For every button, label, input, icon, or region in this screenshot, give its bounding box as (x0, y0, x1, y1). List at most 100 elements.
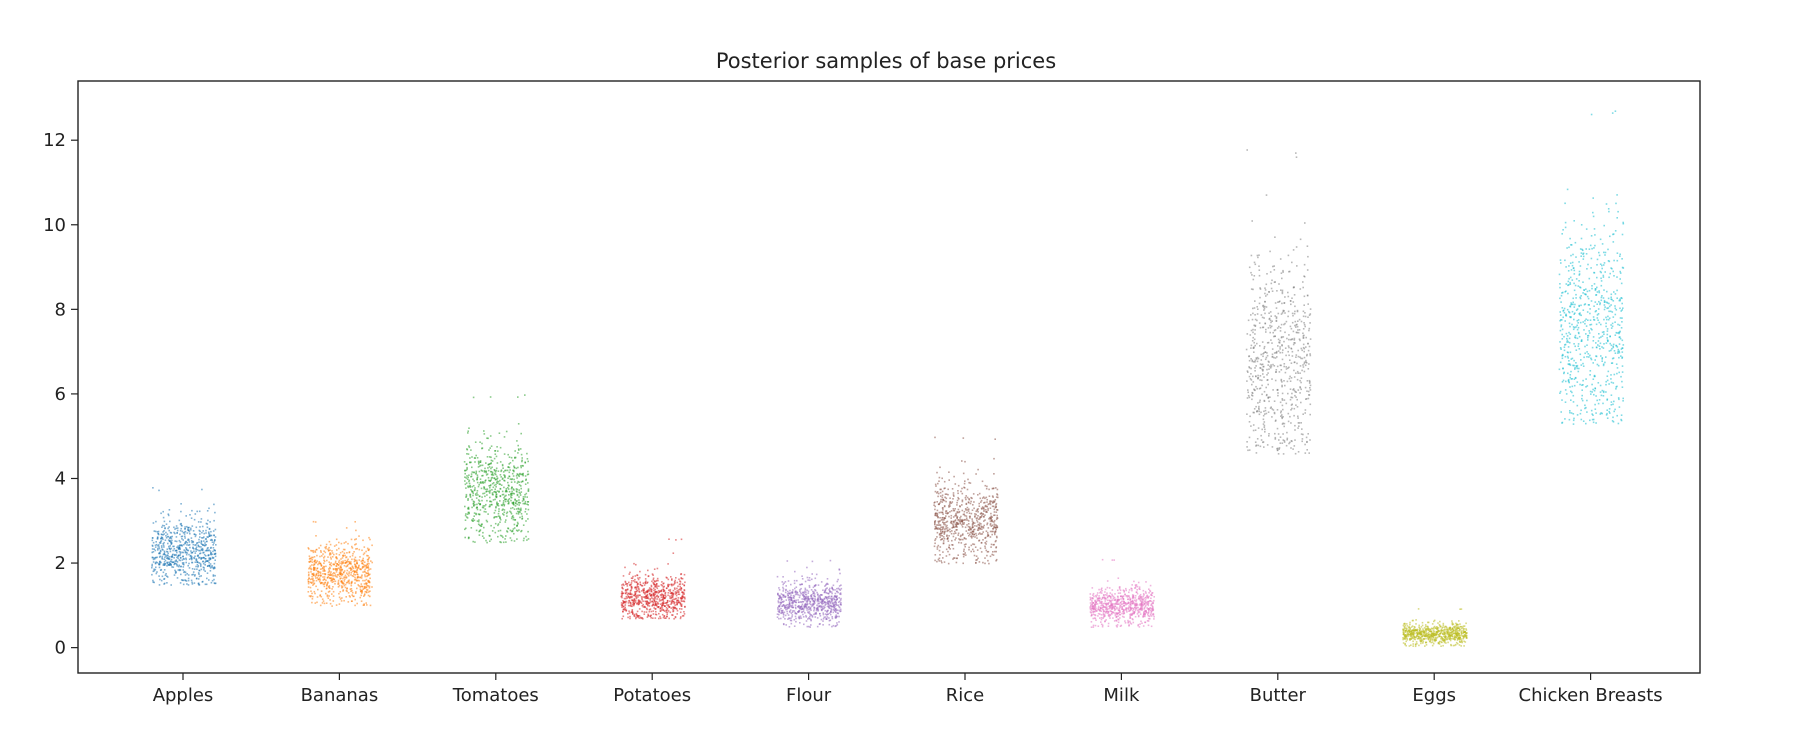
sample-point (951, 501, 954, 503)
sample-point (524, 496, 526, 498)
sample-point (328, 595, 330, 597)
sample-point (514, 498, 516, 501)
sample-point (168, 564, 171, 566)
sample-point (194, 544, 196, 546)
sample-point (195, 534, 197, 536)
sample-point (185, 558, 187, 561)
sample-point (325, 592, 327, 595)
sample-point (832, 624, 835, 627)
sample-point (501, 478, 504, 480)
sample-point (332, 578, 334, 580)
sample-point (335, 538, 338, 541)
sample-point (491, 472, 494, 475)
sample-point (307, 586, 310, 588)
sample-point (634, 575, 637, 577)
sample-point (471, 466, 473, 469)
sample-point (524, 502, 526, 505)
sample-point (312, 574, 315, 577)
sample-point (676, 603, 678, 606)
sample-point (1130, 608, 1132, 611)
sample-point (831, 595, 833, 598)
sample-point (479, 461, 482, 463)
sample-point (483, 470, 486, 472)
sample-point (638, 617, 641, 619)
sample-point (330, 571, 332, 573)
sample-point (995, 496, 998, 498)
sample-point (319, 555, 321, 558)
sample-point (941, 519, 944, 521)
sample-point (809, 612, 811, 615)
sample-point (657, 601, 659, 604)
sample-point (630, 582, 633, 584)
sample-point (789, 611, 791, 613)
sample-point (476, 478, 478, 481)
sample-point (358, 559, 361, 561)
sample-point (638, 588, 640, 591)
sample-point (1106, 599, 1109, 602)
sample-point (983, 510, 985, 512)
sample-point (679, 581, 682, 583)
sample-point (964, 526, 967, 529)
sample-point (800, 611, 803, 614)
sample-point (497, 504, 500, 507)
sample-point (647, 569, 649, 572)
sample-point (672, 595, 674, 597)
sample-point (1130, 600, 1132, 603)
sample-point (662, 595, 665, 597)
sample-point (821, 594, 823, 596)
sample-point (986, 531, 989, 534)
sample-point (1258, 407, 1260, 410)
sample-point (635, 590, 637, 593)
sample-point (517, 480, 519, 483)
sample-point (365, 582, 367, 584)
sample-point (196, 542, 198, 545)
sample-point (351, 545, 353, 548)
sample-point (479, 525, 482, 527)
sample-point (940, 511, 942, 514)
sample-point (1144, 621, 1147, 624)
sample-point (984, 537, 986, 539)
sample-point (341, 568, 344, 571)
sample-point (793, 610, 796, 612)
sample-point (662, 604, 664, 606)
sample-point (350, 572, 352, 574)
sample-point (784, 596, 787, 598)
sample-point (356, 559, 358, 562)
sample-point (946, 534, 948, 537)
sample-point (469, 457, 471, 459)
sample-point (816, 625, 819, 628)
sample-point (165, 573, 167, 575)
sample-point (477, 460, 480, 463)
sample-point (197, 578, 200, 580)
sample-point (334, 560, 337, 563)
sample-point (193, 582, 196, 584)
sample-point (1152, 613, 1154, 616)
sample-point (825, 591, 827, 594)
sample-point (1120, 595, 1122, 597)
sample-point (318, 547, 320, 549)
sample-point (173, 545, 175, 548)
sample-point (781, 581, 784, 583)
sample-point (162, 531, 164, 533)
sample-point (1144, 605, 1147, 608)
sample-point (162, 510, 164, 513)
sample-point (166, 575, 168, 577)
sample-point (335, 565, 338, 567)
sample-point (348, 579, 350, 581)
sample-point (1089, 602, 1092, 604)
sample-point (338, 561, 340, 563)
sample-point (986, 551, 989, 553)
sample-point (961, 521, 964, 523)
sample-point (166, 565, 168, 567)
sample-point (329, 577, 331, 580)
sample-point (822, 618, 825, 620)
sample-point (356, 547, 358, 550)
sample-point (323, 550, 325, 552)
sample-point (650, 585, 653, 588)
sample-point (655, 610, 657, 613)
sample-point (995, 511, 998, 513)
sample-point (1137, 623, 1140, 626)
sample-point (356, 561, 358, 563)
sample-point (625, 610, 627, 612)
sample-point (323, 557, 325, 559)
